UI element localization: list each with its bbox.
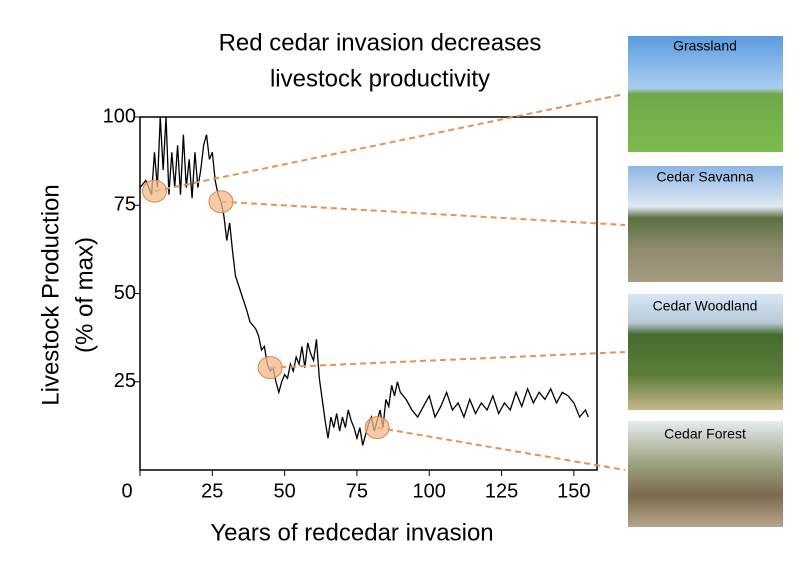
x-tick-label: 100 [413, 480, 446, 502]
photo [628, 36, 783, 152]
highlight-circle [364, 416, 390, 440]
data-line [139, 116, 589, 446]
photo-label: Grassland [673, 38, 737, 54]
photo [628, 166, 783, 282]
x-tick-label: 0 [121, 480, 132, 502]
title: Red cedar invasion decreases livestock p… [219, 29, 542, 92]
highlight-circle [141, 179, 167, 203]
y-tick-label: 100 [103, 105, 136, 127]
x-tick-label: 50 [273, 480, 295, 502]
connector [154, 94, 621, 193]
photo-label: Cedar Forest [664, 426, 746, 442]
x-tick-label: 150 [557, 480, 590, 502]
connector [377, 426, 626, 471]
plot-frame [139, 116, 598, 471]
x-tick-label: 125 [485, 480, 518, 502]
title-line: livestock productivity [270, 65, 490, 92]
y-label-line: (% of max) [71, 237, 98, 353]
highlight-circle [208, 190, 234, 214]
x-tick-label: 75 [346, 480, 368, 502]
title-line: Red cedar invasion decreases [219, 29, 542, 56]
connector [270, 351, 626, 369]
photo-label: Cedar Savanna [656, 169, 754, 185]
y-tick-label: 50 [114, 282, 136, 304]
connector [220, 200, 626, 226]
plot-layer: 0 25 50 75 100 125 150 25 50 75 100 Grassland Cedar … [103, 38, 758, 503]
x-tick-label: 25 [201, 480, 223, 502]
photo-label: Cedar Woodland [653, 298, 758, 314]
y-tick-label: 75 [114, 194, 136, 216]
y-tick-label: 25 [114, 370, 136, 392]
photo [628, 421, 783, 527]
x-axis-label: Years of redcedar invasion [210, 519, 493, 546]
highlight-circle [257, 356, 283, 380]
y-label-line: Livestock Production [37, 184, 64, 405]
photos [628, 36, 783, 527]
y-axis-label: Livestock Production (% of max) [37, 184, 98, 405]
photo [628, 294, 783, 410]
